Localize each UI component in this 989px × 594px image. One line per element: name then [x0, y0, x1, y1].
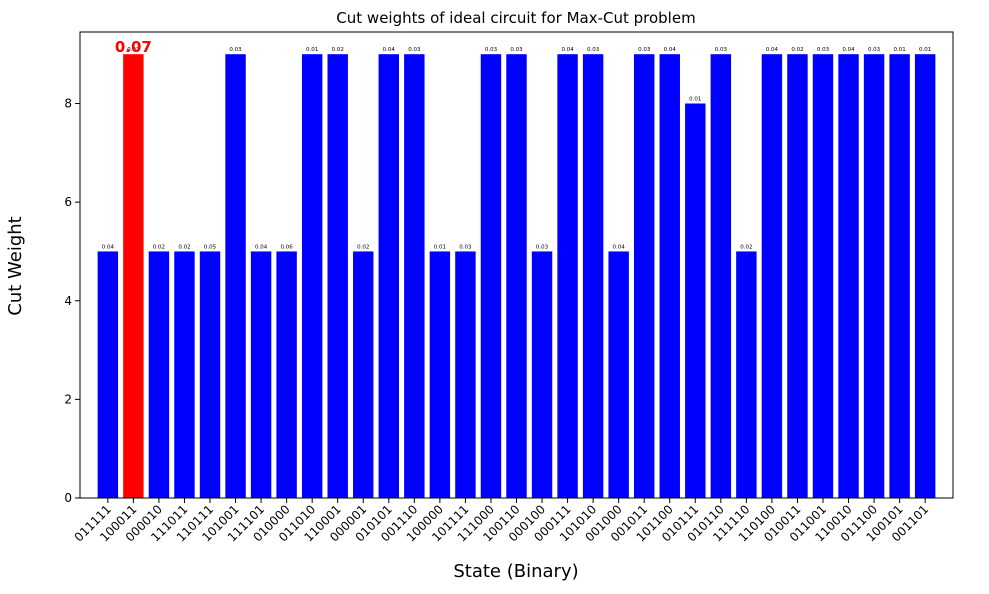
bar-value-label: 0.03: [408, 47, 421, 53]
y-tick-label: 8: [64, 97, 72, 111]
bar-value-label: 0.04: [664, 47, 677, 53]
bar: [710, 54, 732, 498]
bar: [582, 54, 604, 498]
bar-value-label: 0.03: [485, 47, 498, 53]
bar: [838, 54, 859, 498]
plot-area: 0.04 0.07 0.02 0.02 0.05 0.03 0.04 0.06 0.01 0.02…: [64, 31, 954, 545]
y-tick-label: 6: [64, 195, 72, 209]
bar: [97, 251, 119, 498]
chart-title: Cut weights of ideal circuit for Max-Cut…: [336, 9, 695, 27]
bar-value-label: 0.04: [255, 244, 268, 250]
bar: [531, 251, 553, 498]
bar-value-label: 0.01: [434, 244, 446, 250]
bar-value-label: 0.01: [919, 47, 931, 53]
bar: [327, 54, 348, 498]
bar: [353, 251, 374, 498]
bar-value-label: 0.06: [281, 244, 294, 250]
bar: [455, 251, 476, 498]
bar-value-label: 0.04: [102, 244, 115, 250]
bar: [863, 54, 885, 498]
bar-value-label: 0.01: [306, 47, 318, 53]
bar-value-label: 0.02: [178, 244, 190, 250]
bar-value-label: 0.02: [153, 244, 165, 250]
bar: [659, 54, 680, 498]
bar: [736, 251, 757, 498]
bar-value-label: 0.03: [638, 47, 651, 53]
bar-value-label: 0.04: [766, 47, 779, 53]
bar-value-label: 0.04: [842, 47, 855, 53]
bar: [276, 251, 297, 498]
y-tick-label: 2: [64, 392, 72, 406]
bar-value-label: 0.02: [740, 244, 752, 250]
bar: [301, 54, 323, 498]
highlight-value-label: 0.07: [115, 38, 152, 56]
bar-value-label: 0.04: [561, 47, 574, 53]
bar: [787, 54, 808, 498]
bar: [174, 251, 195, 498]
bar: [199, 251, 221, 498]
y-axis-label: Cut Weight: [5, 216, 26, 315]
bar: [889, 54, 910, 498]
bar-value-label: 0.02: [357, 244, 369, 250]
bar: [480, 54, 502, 498]
bar-value-label: 0.05: [204, 244, 217, 250]
y-tick-label: 4: [64, 294, 72, 308]
bar-value-label: 0.03: [715, 47, 728, 53]
bar: [250, 251, 272, 498]
bar: [633, 54, 655, 498]
bar-value-label: 0.04: [613, 244, 626, 250]
bar-value-label: 0.04: [383, 47, 396, 53]
bar: [429, 251, 451, 498]
bar-value-label: 0.07: [127, 47, 140, 53]
bar: [685, 103, 706, 498]
bar: [225, 54, 246, 498]
bar-value-label: 0.03: [587, 47, 600, 53]
bar-value-label: 0.03: [510, 47, 523, 53]
bar: [404, 54, 425, 498]
bar-value-label: 0.03: [459, 244, 472, 250]
bar: [506, 54, 527, 498]
bar-value-label: 0.01: [893, 47, 905, 53]
x-axis-label: State (Binary): [453, 561, 578, 582]
bar-highlight: [123, 54, 144, 498]
bar-value-label: 0.02: [332, 47, 344, 53]
bar: [914, 54, 936, 498]
bar: [148, 251, 170, 498]
bar-value-label: 0.03: [868, 47, 881, 53]
bar: [608, 251, 629, 498]
bar: [761, 54, 783, 498]
bar-value-label: 0.02: [791, 47, 803, 53]
bar: [557, 54, 578, 498]
bar-value-label: 0.03: [817, 47, 830, 53]
bar: [378, 54, 400, 498]
bar-value-label: 0.03: [229, 47, 242, 53]
bar-value-label: 0.03: [536, 244, 549, 250]
bar-value-label: 0.01: [689, 97, 701, 103]
y-tick-label: 0: [64, 491, 72, 505]
bar: [812, 54, 834, 498]
